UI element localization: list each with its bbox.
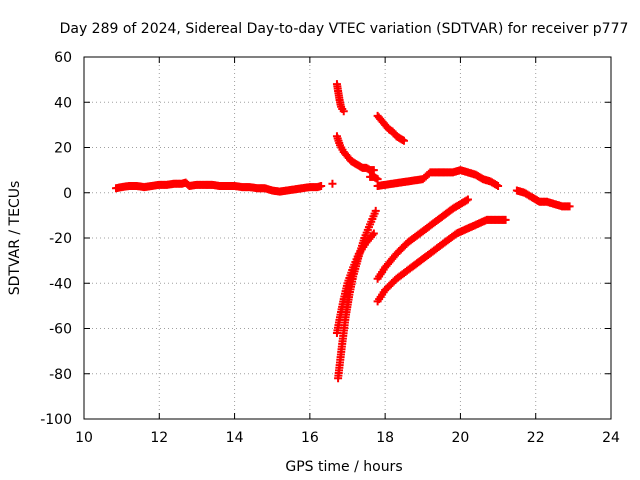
x-tick-label: 16 [301, 430, 319, 446]
series-arc-upper-right [373, 111, 408, 145]
data-point [369, 166, 378, 175]
series-arc-late-evening [512, 186, 574, 211]
data-point [369, 229, 378, 238]
x-tick-labels: 10 12 14 16 18 20 22 24 [75, 430, 620, 446]
y-tick-label: -80 [49, 367, 72, 383]
x-tick-label: 10 [75, 430, 93, 446]
series-arc-rise-from-48 [373, 215, 510, 306]
y-axis-label: SDTVAR / TECUs [7, 181, 23, 296]
plot-frame [83, 56, 612, 420]
y-tick-label: 40 [54, 95, 72, 111]
series-arc-single-point [328, 179, 337, 188]
data-point [565, 202, 574, 211]
y-tick-label: -100 [40, 412, 72, 428]
x-tick-label: 22 [527, 430, 545, 446]
data-point [339, 107, 348, 116]
data-point [371, 206, 380, 215]
x-tick-label: 12 [150, 430, 168, 446]
y-tick-label: -40 [49, 276, 72, 292]
series-arc-hump [373, 166, 503, 190]
grid [84, 57, 611, 419]
data-points [111, 80, 574, 383]
series-arc-rise-from-38 [373, 195, 472, 283]
y-tick-label: 0 [63, 186, 72, 202]
series-arc-short-segment [366, 172, 382, 184]
y-tick-label: 20 [54, 141, 72, 157]
series-arc-main-day [111, 178, 326, 196]
x-axis-label: GPS time / hours [285, 459, 402, 475]
y-tick-labels: -100 -80 -60 -40 -20 0 20 40 60 [40, 50, 72, 428]
series-arc-descending-to-10 [332, 132, 378, 175]
y-tick-label: -60 [49, 322, 72, 338]
data-point [494, 181, 503, 190]
series-arc-rise-from-60 [332, 229, 378, 338]
y-tick-label: -20 [49, 231, 72, 247]
y-tick-label: 60 [54, 50, 72, 66]
data-point [328, 179, 337, 188]
data-point [501, 215, 510, 224]
series-arc-top-spike [332, 80, 348, 116]
data-point [399, 136, 408, 145]
chart-title: Day 289 of 2024, Sidereal Day-to-day VTE… [60, 21, 629, 37]
data-point [373, 175, 382, 184]
data-point [463, 195, 472, 204]
x-tick-label: 24 [602, 430, 620, 446]
x-tick-label: 14 [226, 430, 244, 446]
x-tick-label: 18 [376, 430, 394, 446]
x-tick-label: 20 [452, 430, 470, 446]
data-point [317, 181, 326, 190]
